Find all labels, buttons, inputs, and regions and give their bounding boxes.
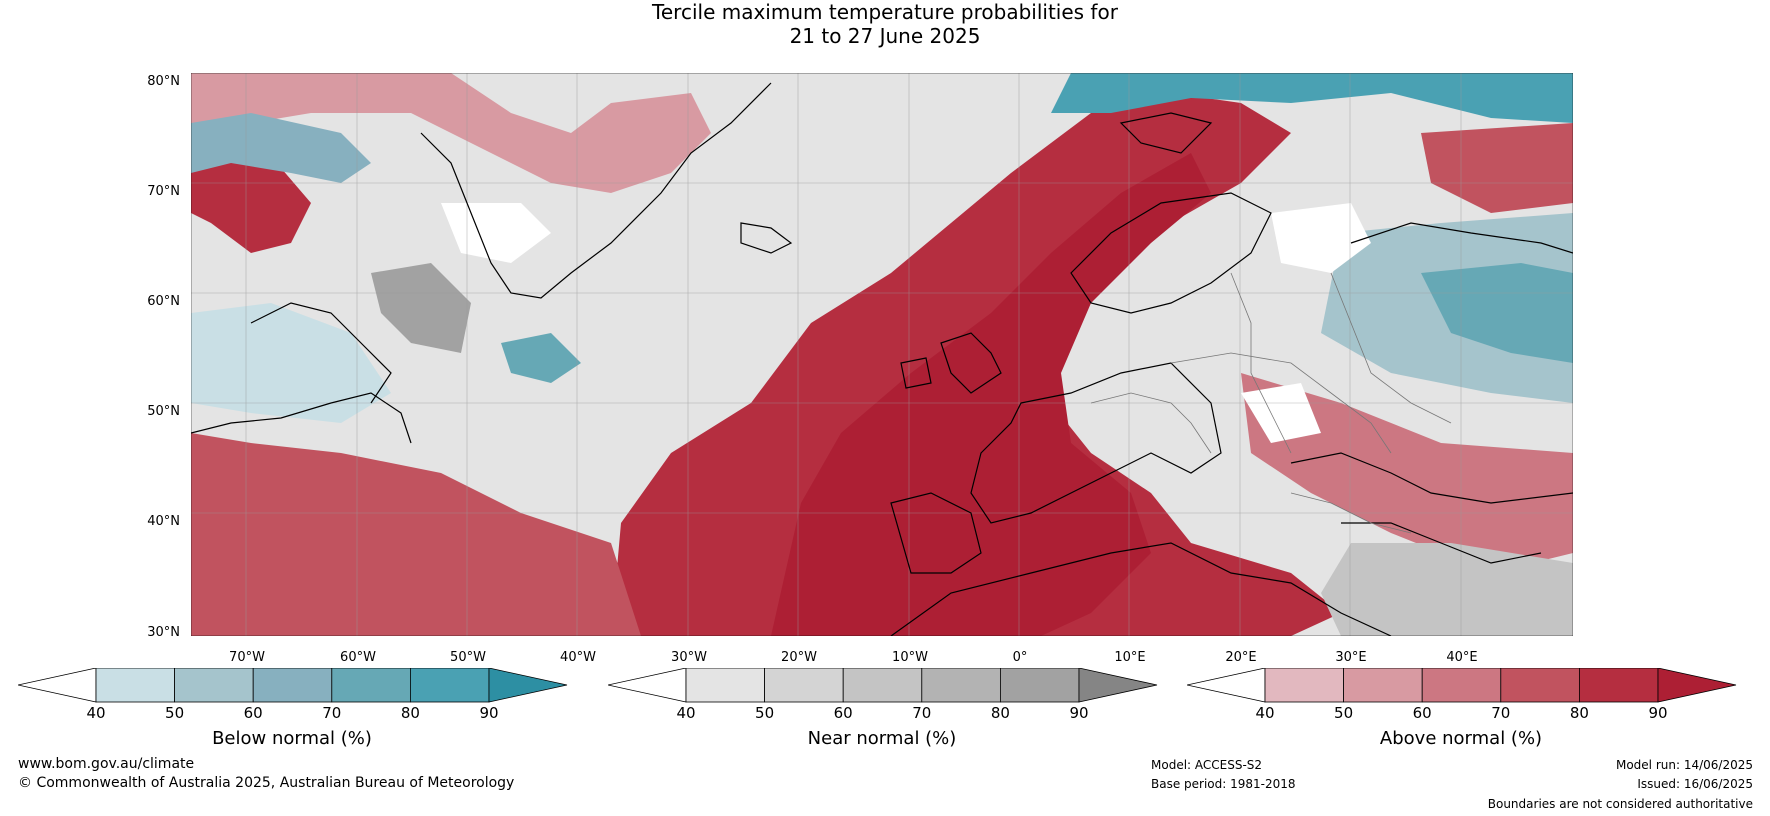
- below-normal-region-arctic: [1051, 73, 1573, 123]
- colorbar-above-tick-80: 80: [1569, 704, 1589, 722]
- above-normal-region-northwest: [191, 153, 311, 253]
- near-normal-region-labrador-sea: [371, 263, 471, 353]
- colorbar-above-tick-90: 90: [1648, 704, 1668, 722]
- above-normal-region-core: [771, 153, 1211, 636]
- colorbar-below-swatches: [17, 667, 568, 703]
- colorbar-below-high-arrow: [488, 667, 568, 703]
- probability-map: [191, 73, 1573, 636]
- country-borders: [1090, 272, 1452, 534]
- colorbar-above-bin-80-90: [1578, 667, 1659, 703]
- lat-label-70n: 70°N: [147, 184, 180, 199]
- lon-label-10e: 10°E: [1114, 650, 1146, 665]
- colorbar-below-low-arrow: [17, 667, 97, 703]
- colorbar-near-label: Near normal (%): [807, 728, 957, 749]
- colorbar-near-swatches: [607, 667, 1158, 703]
- colorbar-above-tick-70: 70: [1491, 704, 1511, 722]
- colorbar-below-label: Below normal (%): [212, 728, 372, 749]
- coastlines: [191, 82, 1573, 636]
- lat-label-30n: 30°N: [147, 625, 180, 640]
- map-gridlines: [191, 73, 1573, 636]
- lon-label-40e: 40°E: [1446, 650, 1478, 665]
- colorbar-below-tick-90: 90: [479, 704, 499, 722]
- footer-base-period: Base period: 1981-2018: [1151, 777, 1296, 791]
- colorbar-below-tick-70: 70: [322, 704, 342, 722]
- colorbar-above-bin-70-80: [1500, 667, 1580, 703]
- lon-label-40w: 40°W: [560, 650, 596, 665]
- colorbar-below-bin-80-90: [409, 667, 490, 703]
- colorbar-near-bin-40-50: [685, 667, 765, 703]
- neutral-region-atlantic: [441, 203, 551, 263]
- footer-model: Model: ACCESS-S2: [1151, 758, 1263, 772]
- lat-label-60n: 60°N: [147, 294, 180, 309]
- map-canvas: [191, 73, 1573, 636]
- lon-label-60w: 60°W: [340, 650, 376, 665]
- colorbar-below-tick-60: 60: [243, 704, 263, 722]
- map-title: Tercile maximum temperature probabilitie…: [0, 0, 1770, 48]
- below-normal-region-atlantic-spot: [501, 333, 581, 383]
- colorbar-near-bin-80-90: [999, 667, 1080, 703]
- lon-label-70w: 70°W: [229, 650, 265, 665]
- above-normal-region-south: [191, 433, 641, 636]
- colorbar-below-bin-70-80: [331, 667, 411, 703]
- footer-model-run: Model run: 14/06/2025: [1615, 758, 1753, 772]
- colorbar-near-high-arrow: [1078, 667, 1158, 703]
- colorbar-near-low-arrow: [607, 667, 687, 703]
- lon-label-20e: 20°E: [1225, 650, 1257, 665]
- colorbar-above-swatches: [1186, 667, 1737, 703]
- colorbar-near-tick-90: 90: [1069, 704, 1089, 722]
- lon-label-50w: 50°W: [450, 650, 486, 665]
- near-normal-region-east-med: [1321, 543, 1573, 636]
- colorbar-below-bin-40-50: [95, 667, 175, 703]
- lat-label-50n: 50°N: [147, 404, 180, 419]
- colorbar-above-high-arrow: [1657, 667, 1737, 703]
- footer-issued: Issued: 16/06/2025: [1637, 777, 1753, 791]
- neutral-region-east: [1241, 383, 1321, 443]
- below-normal-region-newfoundland: [191, 303, 391, 423]
- colorbar-near-bin-60-70: [842, 667, 923, 703]
- neutral-region-europe: [1271, 203, 1371, 273]
- title-line-2: 21 to 27 June 2025: [789, 24, 981, 48]
- lon-label-10w: 10°W: [892, 650, 928, 665]
- below-normal-region-labrador: [191, 113, 371, 183]
- below-normal-region-russia-inner: [1421, 263, 1573, 363]
- colorbar-near-tick-50: 50: [755, 704, 775, 722]
- colorbar-near-tick-40: 40: [676, 704, 696, 722]
- colorbar-above-normal: 40 50 60 70 80 90 Above normal (%): [1186, 667, 1737, 758]
- colorbar-above-low-arrow: [1186, 667, 1266, 703]
- colorbar-below-tick-50: 50: [165, 704, 185, 722]
- colorbar-near-bin-50-60: [764, 667, 844, 703]
- colorbar-above-label: Above normal (%): [1379, 728, 1543, 749]
- above-normal-region-mediterranean: [1241, 373, 1573, 573]
- colorbar-above-tick-50: 50: [1334, 704, 1354, 722]
- lat-label-80n: 80°N: [147, 74, 180, 89]
- above-normal-region-light: [191, 73, 711, 193]
- colorbar-near-bin-70-80: [921, 667, 1001, 703]
- colorbar-below-tick-40: 40: [86, 704, 106, 722]
- colorbar-near-tick-70: 70: [912, 704, 932, 722]
- lon-label-30e: 30°E: [1335, 650, 1367, 665]
- title-line-1: Tercile maximum temperature probabilitie…: [652, 0, 1118, 24]
- colorbar-below-normal: 40 50 60 70 80 90 Below normal (%): [17, 667, 568, 758]
- footer-website: www.bom.gov.au/climate: [18, 756, 195, 772]
- above-normal-region-east: [1421, 123, 1573, 213]
- colorbar-below-bin-50-60: [174, 667, 254, 703]
- colorbar-near-tick-80: 80: [990, 704, 1010, 722]
- colorbar-above-tick-60: 60: [1412, 704, 1432, 722]
- footer-copyright: © Commonwealth of Australia 2025, Austra…: [18, 775, 515, 791]
- colorbar-above-tick-40: 40: [1255, 704, 1275, 722]
- colorbar-below-tick-80: 80: [400, 704, 420, 722]
- colorbar-above-bin-60-70: [1421, 667, 1502, 703]
- colorbar-above-bin-50-60: [1343, 667, 1423, 703]
- footer-disclaimer: Boundaries are not considered authoritat…: [1487, 797, 1753, 811]
- colorbar-near-tick-60: 60: [833, 704, 853, 722]
- colorbar-below-bin-60-70: [252, 667, 333, 703]
- lon-label-20w: 20°W: [781, 650, 817, 665]
- lon-label-0: 0°: [1012, 650, 1028, 665]
- colorbar-near-normal: 40 50 60 70 80 90 Near normal (%): [607, 667, 1158, 758]
- lon-label-30w: 30°W: [671, 650, 707, 665]
- lat-label-40n: 40°N: [147, 514, 180, 529]
- colorbar-above-bin-40-50: [1264, 667, 1344, 703]
